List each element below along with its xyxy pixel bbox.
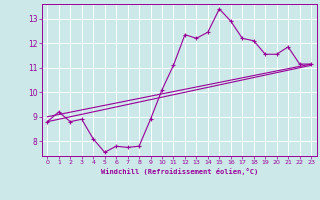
- X-axis label: Windchill (Refroidissement éolien,°C): Windchill (Refroidissement éolien,°C): [100, 168, 258, 175]
